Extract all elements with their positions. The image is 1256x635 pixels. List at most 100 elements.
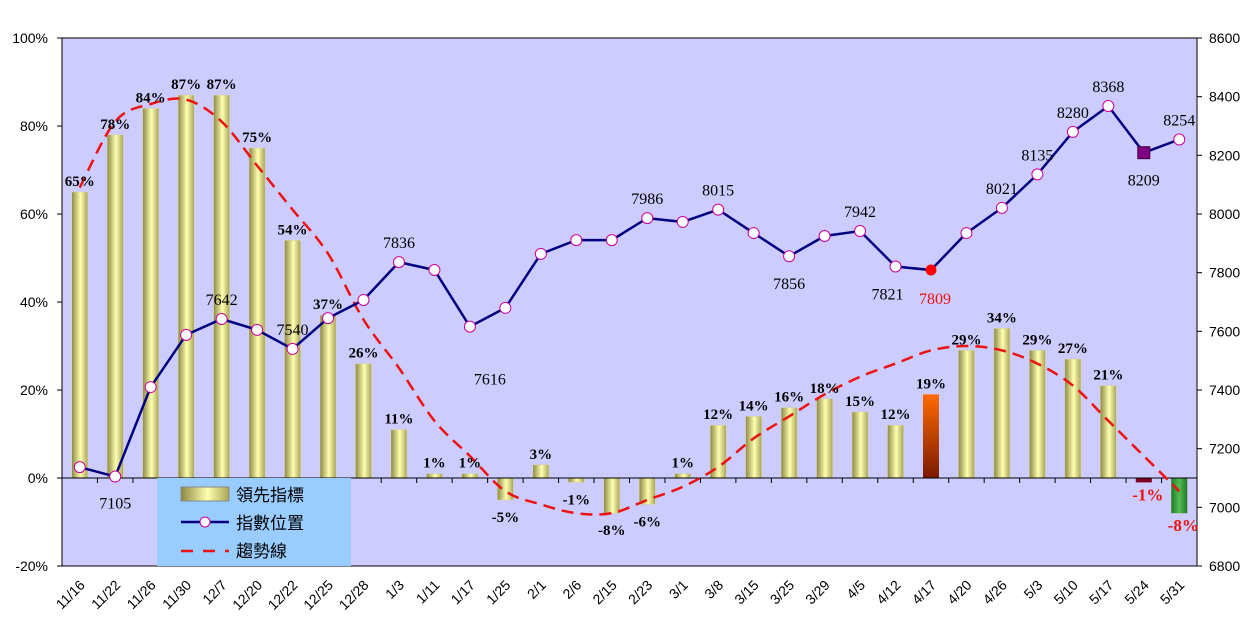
index-value-label: 7821 bbox=[872, 287, 904, 304]
bar-value-label: 87% bbox=[171, 77, 201, 93]
index-markers bbox=[73, 100, 1186, 483]
x-axis-tick-label: 2/1 bbox=[524, 577, 549, 602]
legend-label-leading: 領先指標 bbox=[236, 486, 304, 506]
right-axis-tick-label: 8000 bbox=[1209, 206, 1240, 222]
bar-2/1 bbox=[532, 464, 550, 479]
index-value-label: 7856 bbox=[773, 276, 805, 293]
x-axis-tick-label: 3/8 bbox=[701, 577, 726, 602]
bars bbox=[71, 94, 1188, 514]
x-axis-tick-label: 3/1 bbox=[666, 577, 691, 602]
index-marker-square bbox=[1137, 146, 1151, 160]
index-marker bbox=[889, 260, 902, 273]
index-marker bbox=[428, 264, 441, 277]
x-axis-tick-label: 5/3 bbox=[1020, 577, 1045, 602]
index-marker bbox=[251, 323, 264, 336]
right-axis-tick-label: 7200 bbox=[1209, 441, 1240, 457]
bar-value-label: 18% bbox=[810, 381, 840, 397]
bar-12/22 bbox=[284, 240, 301, 479]
bar-value-label: -8% bbox=[598, 523, 626, 539]
bar-4/5 bbox=[851, 411, 869, 479]
index-value-label: 7105 bbox=[99, 496, 131, 513]
index-marker bbox=[1102, 100, 1115, 113]
x-axis-tick-label: 4/20 bbox=[944, 577, 975, 608]
right-axis-tick-label: 8600 bbox=[1209, 30, 1240, 46]
index-marker bbox=[499, 301, 512, 314]
bar-value-label: -8% bbox=[1168, 516, 1199, 535]
x-axis-tick-label: 2/15 bbox=[589, 577, 620, 608]
bar-value-label: -6% bbox=[633, 514, 661, 530]
x-axis-tick-label: 11/26 bbox=[123, 577, 159, 613]
right-axis-tick-label: 7400 bbox=[1209, 382, 1240, 398]
right-axis-tick-label: 8200 bbox=[1209, 147, 1240, 163]
left-axis-tick-label: -20% bbox=[15, 558, 48, 574]
index-marker bbox=[73, 461, 86, 474]
bar-3/1 bbox=[674, 473, 691, 479]
right-axis-tick-label: 7800 bbox=[1209, 265, 1240, 281]
bar-5/17 bbox=[1100, 385, 1117, 479]
x-axis-tick-label: 3/29 bbox=[802, 577, 833, 608]
index-value-label: 7809 bbox=[919, 291, 951, 308]
index-marker bbox=[605, 234, 618, 247]
index-value-label: 7642 bbox=[206, 292, 238, 309]
bar-12/7 bbox=[213, 94, 230, 479]
x-axis-tick-label: 3/15 bbox=[731, 577, 762, 608]
index-value-label: 8021 bbox=[986, 181, 1018, 198]
legend: 領先指標 指數位置 趨勢線 bbox=[157, 478, 351, 566]
bar-value-label: 54% bbox=[278, 222, 308, 238]
bar-1/3 bbox=[390, 429, 408, 479]
x-axis-tick-label: 3/25 bbox=[767, 577, 798, 608]
left-axis-tick-label: 80% bbox=[20, 118, 48, 134]
left-axis-tick-label: 20% bbox=[20, 382, 48, 398]
index-marker bbox=[215, 313, 228, 326]
bar-value-label: 16% bbox=[774, 390, 804, 406]
index-value-label: 8015 bbox=[702, 183, 734, 200]
bar-2/23 bbox=[638, 477, 656, 505]
index-marker bbox=[534, 247, 547, 260]
bar-value-label: 12% bbox=[703, 407, 733, 423]
x-axis-tick-label: 1/17 bbox=[447, 577, 478, 608]
bar-value-label: 21% bbox=[1093, 368, 1123, 384]
index-marker bbox=[1173, 133, 1186, 146]
bar-3/15 bbox=[745, 416, 762, 479]
x-axis-tick-label: 11/22 bbox=[88, 577, 124, 613]
bar-11/26 bbox=[142, 108, 159, 479]
bar-value-label: 26% bbox=[348, 346, 378, 362]
bar-value-label: 65% bbox=[65, 174, 95, 190]
bar-5/3 bbox=[1029, 350, 1046, 479]
x-axis-tick-label: 12/28 bbox=[336, 577, 372, 613]
x-axis-tick-label: 5/24 bbox=[1121, 577, 1152, 608]
x-axis-tick-label: 4/5 bbox=[843, 577, 868, 602]
x-axis-tick-label: 11/30 bbox=[159, 577, 195, 613]
x-axis-tick-label: 5/17 bbox=[1086, 577, 1117, 608]
left-axis-tick-label: 40% bbox=[20, 294, 48, 310]
left-axis-tick-label: 0% bbox=[28, 470, 48, 486]
index-value-label: 7986 bbox=[631, 191, 663, 208]
x-axis-tick-label: 5/31 bbox=[1157, 577, 1188, 608]
bar-value-label: 29% bbox=[951, 332, 981, 348]
index-marker bbox=[747, 227, 760, 240]
bar-1/17 bbox=[461, 473, 479, 479]
bar-2/15 bbox=[603, 477, 621, 514]
bar-5/10 bbox=[1064, 358, 1082, 479]
bar-4/12 bbox=[887, 424, 904, 479]
bar-12/20 bbox=[248, 147, 266, 479]
bar-4/20 bbox=[958, 350, 975, 479]
index-marker bbox=[676, 215, 689, 228]
bar-5/24 bbox=[1135, 478, 1152, 483]
index-line bbox=[79, 104, 1180, 479]
right-axis-tick-label: 7000 bbox=[1209, 499, 1240, 515]
bar-11/16 bbox=[71, 191, 88, 479]
x-axis-tick-label: 4/17 bbox=[909, 577, 940, 608]
x-axis-tick-label: 12/20 bbox=[229, 577, 265, 613]
x-axis-tick-label: 12/22 bbox=[265, 577, 301, 613]
x-axis-tick-label: 1/3 bbox=[382, 577, 407, 602]
index-marker bbox=[641, 212, 654, 225]
right-axis-tick-label: 8400 bbox=[1209, 89, 1240, 105]
right-axis-tick-label: 7600 bbox=[1209, 323, 1240, 339]
bar-value-label: 12% bbox=[881, 407, 911, 423]
bar-value-label: 27% bbox=[1058, 341, 1088, 357]
index-marker-highlight bbox=[925, 264, 937, 276]
index-value-label: 8254 bbox=[1163, 112, 1195, 129]
index-marker bbox=[570, 234, 583, 247]
index-marker bbox=[357, 293, 370, 306]
